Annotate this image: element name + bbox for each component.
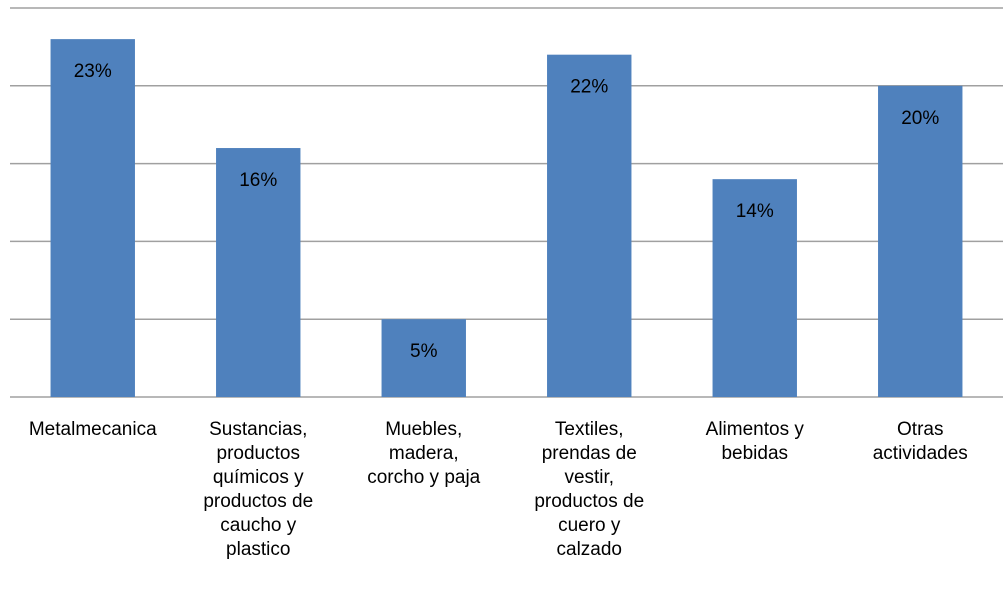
x-tick-label: Otras actividades	[872, 419, 968, 464]
bar	[547, 54, 632, 398]
bar	[50, 39, 135, 398]
bar	[381, 319, 466, 397]
x-tick-label: Textiles, prendas de vestir, productos d…	[534, 419, 645, 560]
x-tick-label: Metalmecanica	[28, 419, 157, 440]
value-label: 23%	[74, 61, 112, 82]
value-label: 20%	[901, 108, 939, 129]
value-label: 5%	[410, 341, 438, 362]
bar	[712, 179, 797, 397]
value-label: 22%	[570, 77, 608, 98]
value-label: 16%	[239, 170, 277, 191]
value-label: 14%	[736, 201, 774, 222]
x-tick-label: Sustancias, productos químicos y product…	[203, 419, 314, 560]
x-tick-label: Muebles, madera, corcho y paja	[367, 419, 481, 488]
bar	[878, 85, 963, 398]
x-tick-label: Alimentos y bebidas	[705, 419, 804, 464]
bar	[216, 148, 301, 397]
